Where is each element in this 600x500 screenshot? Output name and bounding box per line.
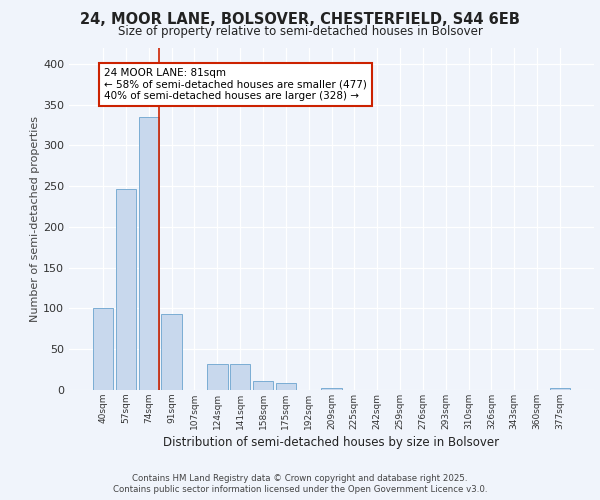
- Bar: [161, 314, 182, 390]
- Bar: [207, 364, 227, 390]
- Bar: [230, 364, 250, 390]
- Y-axis label: Number of semi-detached properties: Number of semi-detached properties: [30, 116, 40, 322]
- Bar: [550, 388, 570, 390]
- Text: Size of property relative to semi-detached houses in Bolsover: Size of property relative to semi-detach…: [118, 25, 482, 38]
- Text: Contains HM Land Registry data © Crown copyright and database right 2025.
Contai: Contains HM Land Registry data © Crown c…: [113, 474, 487, 494]
- Bar: [139, 117, 159, 390]
- Bar: [253, 381, 273, 390]
- Text: 24 MOOR LANE: 81sqm
← 58% of semi-detached houses are smaller (477)
40% of semi-: 24 MOOR LANE: 81sqm ← 58% of semi-detach…: [104, 68, 367, 101]
- X-axis label: Distribution of semi-detached houses by size in Bolsover: Distribution of semi-detached houses by …: [163, 436, 500, 449]
- Bar: [116, 188, 136, 390]
- Text: 24, MOOR LANE, BOLSOVER, CHESTERFIELD, S44 6EB: 24, MOOR LANE, BOLSOVER, CHESTERFIELD, S…: [80, 12, 520, 28]
- Bar: [275, 382, 296, 390]
- Bar: [93, 308, 113, 390]
- Bar: [321, 388, 342, 390]
